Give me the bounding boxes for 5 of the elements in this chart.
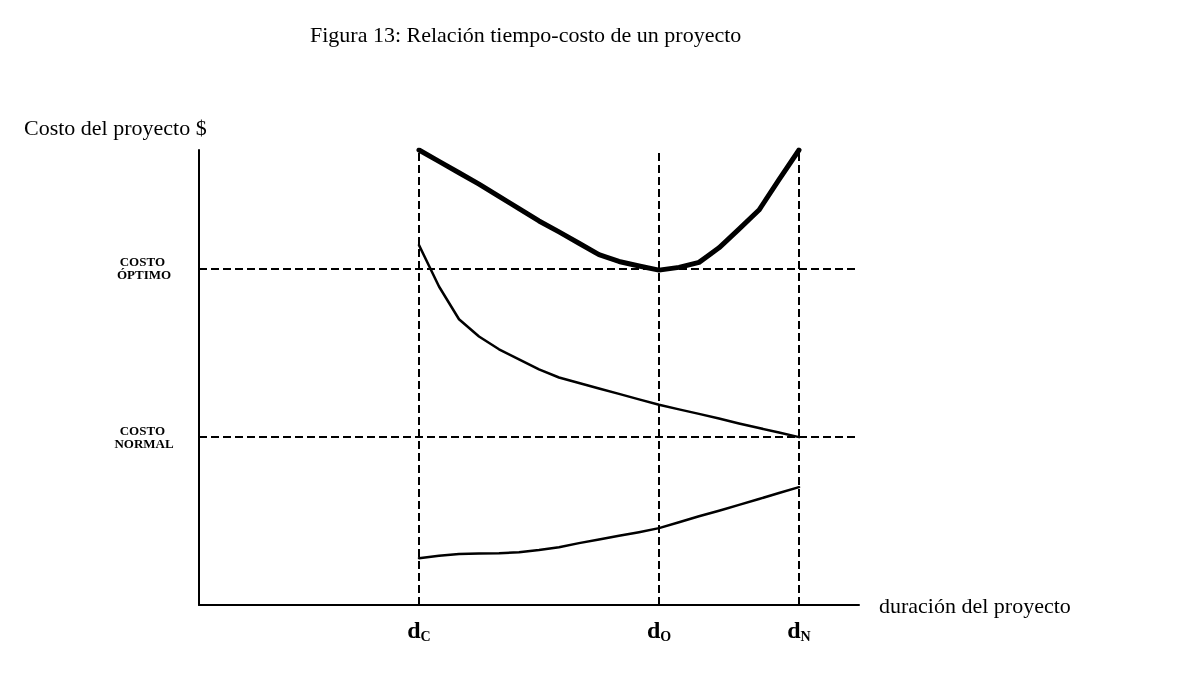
ref-line-label: COSTO NORMAL xyxy=(114,422,174,451)
chart-title: Figura 13: Relación tiempo-costo de un proyecto xyxy=(310,21,742,47)
y-axis-title: Costo del proyecto $ xyxy=(24,114,207,140)
ref-line-label: COSTO ÓPTIMO xyxy=(116,254,172,283)
x-axis-title: duración del proyecto xyxy=(879,592,1071,618)
